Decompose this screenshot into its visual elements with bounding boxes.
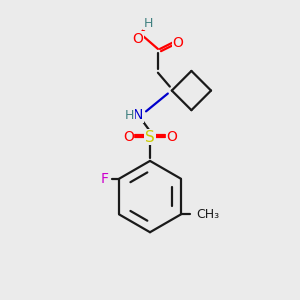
Text: CH₃: CH₃ [197,208,220,221]
Text: S: S [145,130,155,145]
Text: N: N [133,108,143,122]
Text: H: H [124,109,134,122]
Text: F: F [100,172,108,186]
Text: O: O [172,36,183,50]
Text: H: H [143,17,153,30]
Text: O: O [133,32,143,46]
Text: O: O [167,130,177,144]
Text: O: O [123,130,134,144]
